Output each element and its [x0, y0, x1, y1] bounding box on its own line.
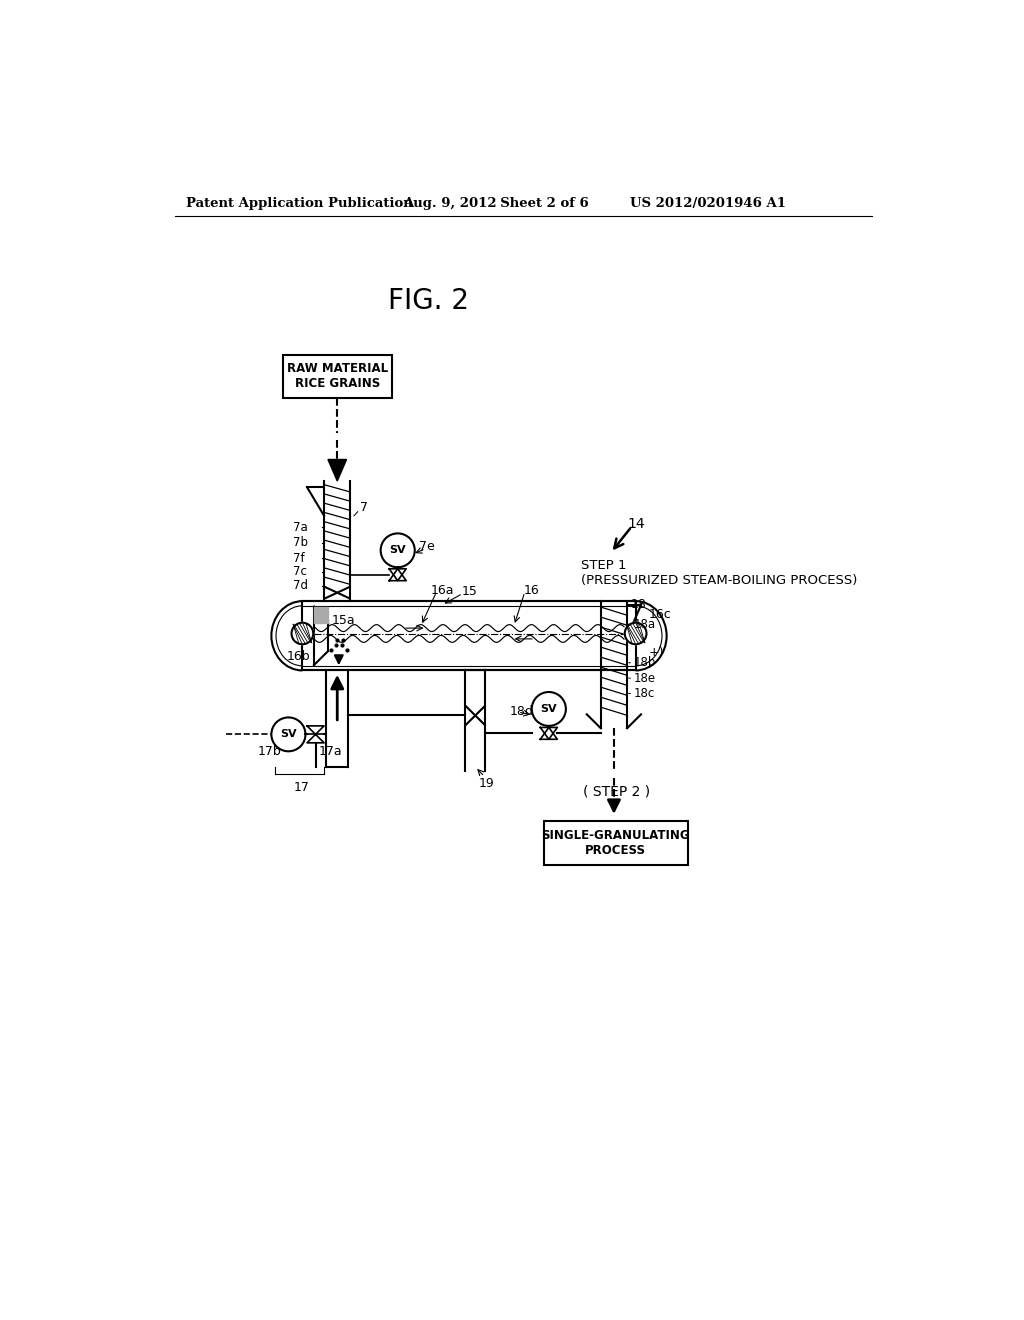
Text: Aug. 9, 2012: Aug. 9, 2012 [403, 197, 497, 210]
Text: 18b: 18b [633, 656, 655, 669]
Text: STEP 1
(PRESSURIZED STEAM-BOILING PROCESS): STEP 1 (PRESSURIZED STEAM-BOILING PROCES… [582, 558, 858, 587]
Text: 16a: 16a [430, 583, 454, 597]
Text: 18e: 18e [633, 672, 655, 685]
Text: SINGLE-GRANULATING
PROCESS: SINGLE-GRANULATING PROCESS [542, 829, 690, 857]
Text: 17: 17 [294, 780, 310, 793]
Bar [302, 601, 636, 671]
Text: SV: SV [389, 545, 406, 556]
Text: 17a: 17a [318, 744, 342, 758]
Text: Patent Application Publication: Patent Application Publication [186, 197, 413, 210]
Text: 7a: 7a [293, 520, 308, 533]
Text: RAW MATERIAL
RICE GRAINS: RAW MATERIAL RICE GRAINS [287, 362, 388, 391]
Text: 18a: 18a [633, 618, 655, 631]
Text: ( STEP 2 ): ( STEP 2 ) [583, 784, 650, 799]
Text: 7: 7 [359, 502, 368, 515]
Polygon shape [314, 607, 328, 623]
Text: 7c: 7c [293, 565, 307, 578]
Text: 16: 16 [523, 583, 539, 597]
Text: 7b: 7b [293, 536, 308, 549]
Text: FIG. 2: FIG. 2 [388, 286, 469, 315]
Text: 18d: 18d [510, 705, 534, 718]
Text: +): +) [649, 645, 665, 659]
Text: US 2012/0201946 A1: US 2012/0201946 A1 [630, 197, 786, 210]
Bar [283, 355, 391, 397]
Text: 17b: 17b [257, 744, 282, 758]
Text: 15: 15 [461, 585, 477, 598]
Bar [544, 821, 687, 866]
Text: 7d: 7d [293, 579, 308, 593]
Text: 7e: 7e [419, 540, 434, 553]
Polygon shape [328, 459, 346, 480]
Text: 16b: 16b [287, 651, 310, 664]
Circle shape [625, 623, 646, 644]
Text: 19: 19 [479, 776, 495, 789]
Circle shape [292, 623, 313, 644]
Text: SV: SV [541, 704, 557, 714]
Text: 18c: 18c [633, 686, 654, 700]
Text: 15a: 15a [332, 614, 355, 627]
Text: Sheet 2 of 6: Sheet 2 of 6 [490, 197, 589, 210]
Text: 14: 14 [628, 517, 645, 531]
Text: 18: 18 [631, 598, 647, 611]
Text: 16c: 16c [649, 609, 672, 622]
Text: 7f: 7f [293, 552, 305, 565]
Text: SV: SV [281, 730, 297, 739]
